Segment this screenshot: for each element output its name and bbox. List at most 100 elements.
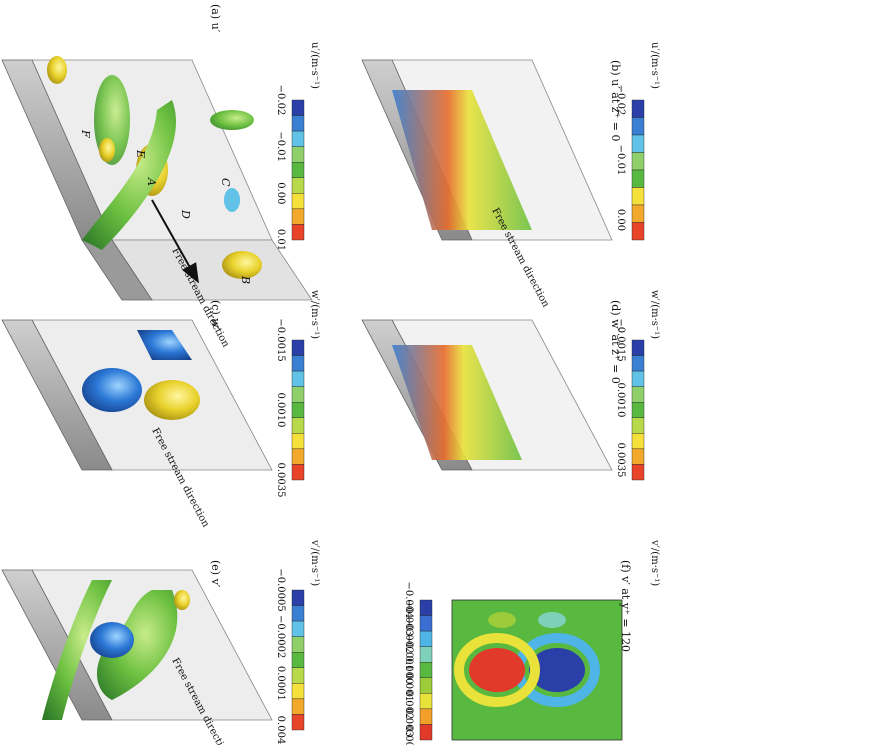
colorbar-cell — [631, 448, 645, 465]
colorbar-tick-label: 0.000 — [403, 656, 414, 685]
caption-f: (f) v′ at y⁺ = 120 — [619, 560, 632, 652]
colorbar-cell — [419, 677, 433, 694]
colorbar-tick-label: −0.0002 — [275, 615, 286, 658]
colorbar-cell — [631, 152, 645, 171]
colorbar-cell — [631, 134, 645, 153]
caption-d: (d) w′ at z⁺ = 0 — [609, 300, 622, 384]
colorbar-cell — [291, 589, 305, 606]
region-labels-a: A B C D E F — [79, 129, 252, 284]
colorbar-tick-label: −0.002 — [403, 616, 414, 653]
colorbar-a — [291, 99, 305, 241]
colorbar-cell — [291, 714, 305, 731]
caption-c: (c) w′ — [209, 300, 222, 331]
colorbar-cell — [631, 464, 645, 481]
colorbar-cell — [291, 620, 305, 637]
colorbar-cell — [291, 115, 305, 132]
colorbar-tick-label: −0.01 — [275, 131, 286, 162]
box-c — [1, 319, 273, 471]
colorbar-cell — [419, 615, 433, 632]
colorbar-cell — [291, 208, 305, 225]
colorbar-tick-label: −0.0015 — [615, 318, 626, 361]
panel-d: w′/(m·s⁻¹) −0.0015 0.0010 0.0035 (d) w′ at… — [361, 290, 660, 481]
colorbar-tick-label: −0.001 — [403, 634, 414, 671]
colorbar-cell — [291, 402, 305, 418]
box-b — [361, 59, 613, 241]
colorbar-tick-label: 0.0001 — [275, 666, 286, 701]
colorbar-tick-label: 0.001 — [403, 673, 414, 702]
colorbar-f — [419, 599, 433, 741]
colorbar-cell — [291, 433, 305, 450]
colorbar-cell — [291, 146, 305, 163]
colorbar-cell — [291, 224, 305, 241]
colorbar-cell — [291, 698, 305, 715]
colorbar-tick-label: −0.02 — [275, 85, 286, 116]
colorbar-cell — [291, 99, 305, 116]
colorbar-c-title: w′/(m·s⁻¹) — [309, 290, 320, 339]
colorbar-e — [291, 589, 305, 731]
caption-e: (e) v′ — [209, 560, 222, 588]
panel-b: u′/(m·s⁻¹) −0.02−0.010.00 Free stream di… — [361, 42, 660, 310]
colorbar-cell — [419, 630, 433, 647]
colorbar-a-title: u′/(m·s⁻¹) — [309, 42, 320, 89]
colorbar-cell — [291, 464, 305, 481]
colorbar-tick-label: 0.00 — [275, 182, 286, 204]
region-label: B — [239, 275, 252, 284]
box-d — [361, 319, 613, 471]
colorbar-cell — [291, 177, 305, 194]
panel-f: v′/(m·s⁻¹) (f) v′ at y⁺ = 120 −0.004−0.0… — [403, 539, 660, 745]
colorbar-tick-label: 0.0010 — [615, 383, 626, 418]
colorbar-tick-label: −0.004 — [403, 581, 414, 618]
colorbar-cell — [631, 402, 645, 418]
colorbar-f-title: v′/(m·s⁻¹) — [649, 539, 660, 586]
colorbar-cell — [419, 693, 433, 710]
colorbar-cell — [291, 417, 305, 434]
colorbar-tick-label: 0.004 — [275, 716, 286, 745]
colorbar-cell — [631, 204, 645, 223]
colorbar-cell — [631, 117, 645, 136]
region-label: A — [145, 177, 158, 186]
colorbar-cell — [631, 169, 645, 188]
colorbar-cell — [291, 130, 305, 147]
colorbar-tick-label: −0.01 — [615, 145, 626, 176]
colorbar-cell — [291, 652, 305, 668]
colorbar-cell — [291, 605, 305, 622]
colorbar-tick-label: 0.0010 — [275, 393, 286, 428]
colorbar-cell — [291, 355, 305, 372]
colorbar-d — [631, 339, 645, 481]
region-label: F — [79, 129, 92, 138]
colorbar-b-title: u′/(m·s⁻¹) — [649, 42, 660, 89]
panel-a: u′/(m·s⁻¹) −0.02 −0.01 0.00 0.01 A — [1, 4, 320, 350]
colorbar-e-title: v′/(m·s⁻¹) — [309, 539, 320, 586]
caption-b: (b) u′ at z⁺ = 0 — [609, 60, 622, 142]
colorbar-tick-label: 0.00 — [615, 209, 626, 231]
colorbar-cell — [419, 599, 433, 616]
colorbar-cell — [291, 370, 305, 387]
colorbar-cell — [631, 339, 645, 356]
colorbar-cell — [291, 193, 305, 210]
colorbar-cell — [631, 99, 645, 118]
colorbar-cell — [291, 162, 305, 178]
colorbar-tick-label: 0.004 — [403, 726, 414, 745]
region-label: D — [179, 209, 192, 219]
box-e — [1, 569, 273, 721]
box-a — [1, 56, 313, 301]
colorbar-cell — [631, 355, 645, 372]
colorbar-cell — [291, 339, 305, 356]
colorbar-cell — [419, 708, 433, 725]
colorbar-cell — [419, 646, 433, 663]
colorbar-tick-label: −0.003 — [403, 599, 414, 636]
colorbar-tick-label: 0.0035 — [615, 443, 626, 478]
colorbar-d-title: w′/(m·s⁻¹) — [649, 290, 660, 339]
colorbar-c — [291, 339, 305, 481]
colorbar-cell — [291, 667, 305, 684]
colorbar-cell — [631, 187, 645, 206]
colorbar-b — [631, 99, 645, 241]
colorbar-cell — [419, 662, 433, 678]
colorbar-cell — [631, 370, 645, 387]
colorbar-tick-label: 0.0035 — [275, 463, 286, 498]
colorbar-tick-label: −0.0015 — [275, 318, 286, 361]
colorbar-tick-label: −0.02 — [615, 85, 626, 116]
region-label: C — [219, 178, 232, 187]
